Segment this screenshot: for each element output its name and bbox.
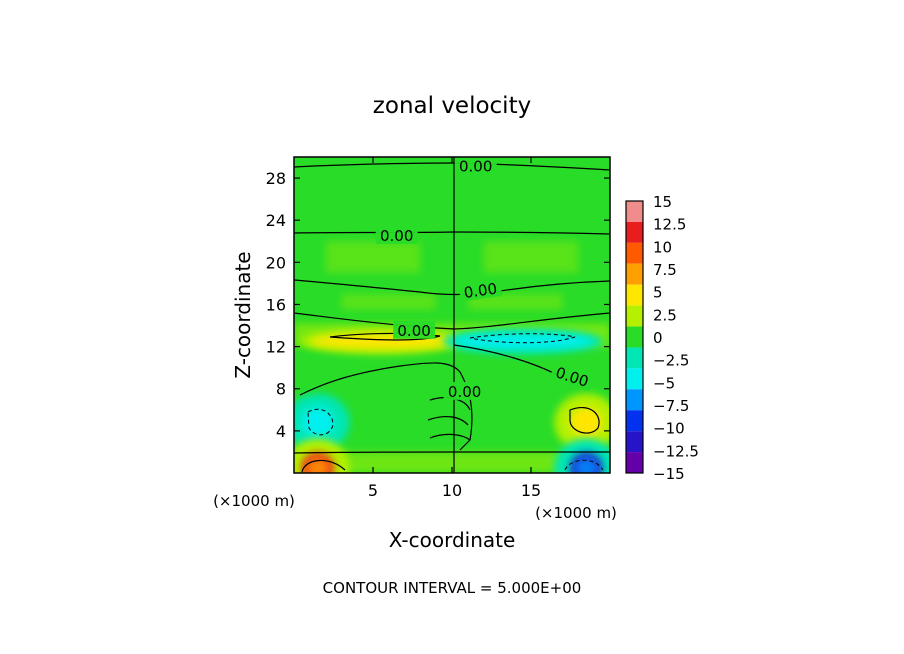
colorbar-label: 12.5: [653, 216, 686, 234]
y-tick-label: 28: [266, 169, 286, 188]
contour-label-text: 0.00: [397, 322, 430, 340]
x-axis-unit-left: (×1000 m): [213, 492, 295, 510]
colorbar-label: −10: [653, 420, 685, 438]
colorbar-swatch: [626, 410, 643, 432]
colorbar-swatch: [626, 452, 643, 473]
contour-label-text: 0.00: [463, 280, 499, 302]
x-axis-label: X-coordinate: [389, 528, 516, 552]
x-tick-label: 5: [368, 481, 378, 500]
colorbar-label: −15: [653, 465, 685, 483]
field-band: [325, 241, 421, 273]
colorbar-label: 5: [653, 284, 663, 302]
feature-cell: [453, 334, 594, 349]
contour-line-negative: [469, 333, 577, 344]
colorbar-swatch: [626, 347, 643, 369]
contour-label: 0.00: [454, 157, 497, 175]
y-axis-label: Z-coordinate: [231, 251, 255, 378]
field-band: [483, 241, 579, 273]
colorbar-swatch: [626, 368, 643, 390]
contour-label-text: 0.00: [448, 383, 481, 401]
colorbar: 15 12.5 10 7.5 5 2.5 0 −2.5 −5 −7.5 −10 −12.5 −15: [625, 193, 699, 483]
colorbar-label: −5: [653, 374, 675, 392]
contour-line: [569, 407, 600, 434]
contour-labels: 0.000.000.000.000.000.00: [375, 157, 596, 401]
x-axis-unit-right: (×1000 m): [535, 504, 617, 522]
y-tick-label: 8: [276, 380, 286, 399]
contour-line-negative: [564, 459, 604, 471]
contour-label-text: 0.00: [380, 227, 413, 245]
colorbar-frame: [625, 200, 644, 474]
colorbar-label: −12.5: [653, 442, 699, 460]
colorbar-label: 10: [653, 238, 672, 256]
colorbar-swatch: [626, 263, 643, 285]
feature-cell-core: [305, 457, 330, 473]
feature-cell: [570, 407, 603, 438]
contour-line: [329, 332, 441, 341]
colorbar-swatch: [626, 242, 643, 264]
colorbar-swatch: [626, 305, 643, 327]
colorbar-label: −2.5: [653, 352, 689, 370]
y-tick-label: 24: [266, 211, 286, 230]
contour-line: [299, 362, 473, 451]
colorbar-label: −7.5: [653, 397, 689, 415]
contour-line-negative: [307, 408, 334, 436]
colorbar-label: 7.5: [653, 261, 677, 279]
colorbar-swatch: [626, 326, 643, 348]
x-axis: 5 10 15: [368, 157, 541, 500]
y-tick-label: 16: [266, 295, 286, 314]
contour-line: [294, 279, 610, 296]
field-band: [467, 293, 563, 310]
contour-label: 0.00: [393, 320, 436, 340]
colorbar-swatch: [626, 284, 643, 306]
feature-cell: [301, 407, 334, 438]
colorbar-swatch: [626, 221, 643, 243]
x-tick-label: 10: [442, 481, 462, 500]
contour-line: [301, 459, 346, 473]
contour-label: 0.00: [375, 226, 418, 245]
colorbar-swatch: [626, 431, 643, 453]
y-tick-label: 4: [276, 422, 286, 441]
y-tick-label: 20: [266, 253, 286, 272]
field-shading: [294, 241, 610, 473]
plot-area: 0.000.000.000.000.000.00: [294, 157, 610, 473]
field-band: [341, 293, 437, 310]
contour-label-text: 0.00: [459, 157, 492, 175]
colorbar-swatch: [626, 389, 643, 411]
contour-label: 0.00: [458, 277, 503, 302]
colorbar-swatch: [626, 201, 643, 222]
dashed-contours: [307, 333, 604, 471]
y-axis: 4 8 12 16 20 24 28: [266, 169, 610, 441]
contour-label: 0.00: [443, 381, 486, 401]
x-tick-label: 15: [521, 481, 541, 500]
chart-title: zonal velocity: [373, 93, 531, 119]
colorbar-label: 15: [653, 193, 672, 211]
y-tick-label: 12: [266, 338, 286, 357]
colorbar-label: 2.5: [653, 306, 677, 324]
colorbar-label: 0: [653, 329, 663, 347]
contour-interval-note: CONTOUR INTERVAL = 5.000E+00: [323, 579, 582, 597]
